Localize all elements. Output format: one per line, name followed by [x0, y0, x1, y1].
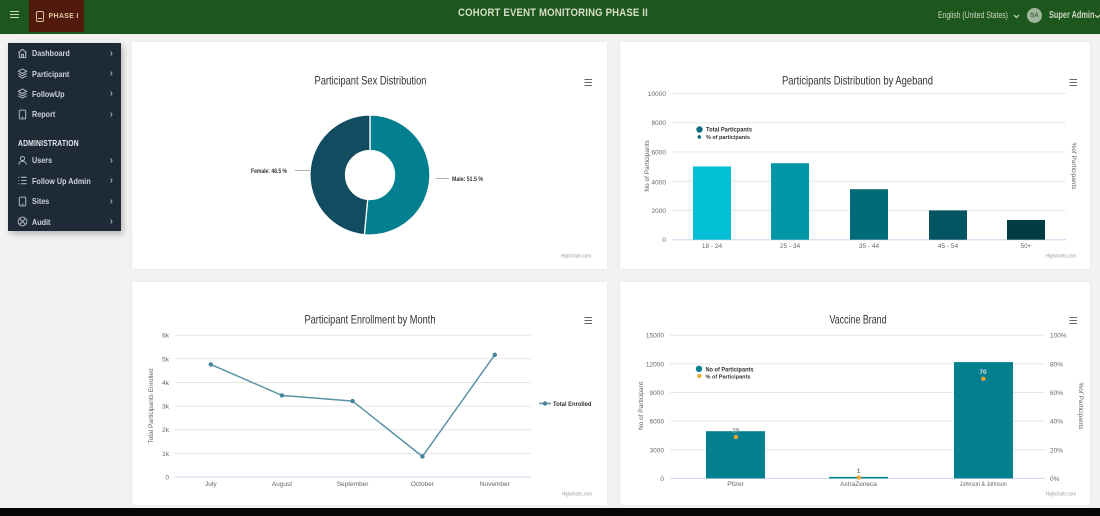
svg-text:3k: 3k: [162, 404, 170, 411]
svg-text:Female: 48.5 %: Female: 48.5 %: [251, 169, 288, 175]
svg-text:3000: 3000: [650, 447, 665, 454]
svg-text:2k: 2k: [162, 427, 170, 434]
svg-text:10000: 10000: [648, 91, 666, 98]
svg-text:6k: 6k: [162, 333, 170, 340]
svg-text:Participants Distribution by A: Participants Distribution by Ageband: [782, 74, 933, 88]
svg-text:Highcharts.com: Highcharts.com: [561, 254, 591, 260]
svg-text:% of Participants: % of Participants: [706, 374, 751, 380]
svg-text:35 - 44: 35 - 44: [859, 243, 880, 250]
svg-text:Johnson & Johnson: Johnson & Johnson: [960, 481, 1007, 488]
svg-text:4k: 4k: [162, 380, 170, 387]
svg-text:25 - 34: 25 - 34: [780, 243, 801, 250]
svg-text:80%: 80%: [1050, 361, 1063, 368]
svg-text:No of Participant: No of Participant: [638, 382, 645, 430]
svg-text:18 - 24: 18 - 24: [702, 243, 723, 250]
svg-text:60%: 60%: [1050, 390, 1063, 397]
svg-text:9000: 9000: [650, 390, 665, 397]
svg-text:100%: 100%: [1050, 333, 1067, 340]
svg-text:8000: 8000: [652, 120, 667, 127]
svg-text:Total Participants Enrolled: Total Participants Enrolled: [148, 368, 155, 444]
svg-text:Vaccine Brand: Vaccine Brand: [830, 313, 887, 327]
svg-text:No of Participants: No of Participants: [644, 140, 651, 192]
svg-text:AstraZeneca: AstraZeneca: [840, 481, 877, 488]
svg-text:November: November: [480, 481, 511, 488]
svg-text:5k: 5k: [162, 356, 170, 363]
svg-text:Pfizer: Pfizer: [727, 481, 744, 488]
svg-text:July: July: [205, 481, 217, 488]
svg-text:6000: 6000: [652, 149, 667, 156]
svg-text:Total Particpants: Total Particpants: [706, 128, 753, 134]
svg-text:29: 29: [732, 428, 740, 435]
svg-text:Total Enrolled: Total Enrolled: [553, 402, 592, 408]
svg-text:Highcharts.com: Highcharts.com: [1046, 492, 1076, 498]
svg-text:70: 70: [979, 369, 987, 376]
svg-text:40%: 40%: [1050, 419, 1063, 426]
svg-text:4000: 4000: [652, 179, 667, 186]
svg-text:Participant Sex Distribution: Participant Sex Distribution: [315, 74, 427, 88]
svg-text:6000: 6000: [650, 419, 665, 426]
svg-text:% of participants: % of participants: [706, 135, 750, 141]
svg-text:2000: 2000: [652, 208, 667, 215]
svg-text:Male: 51.5 %: Male: 51.5 %: [452, 177, 484, 183]
svg-text:Highcharts.com: Highcharts.com: [1046, 254, 1076, 260]
svg-text:Participant Enrollment by Mont: Participant Enrollment by Month: [305, 313, 436, 327]
svg-text:October: October: [411, 481, 435, 488]
svg-text:1k: 1k: [162, 451, 170, 458]
svg-text:Highcharts.com: Highcharts.com: [562, 492, 592, 498]
svg-text:1: 1: [857, 468, 861, 475]
svg-text:0: 0: [660, 476, 664, 483]
svg-text:0: 0: [662, 237, 666, 244]
svg-text:No of Participants: No of Participants: [706, 367, 755, 373]
svg-text:%of Participants: %of Participants: [1070, 143, 1077, 191]
svg-text:12000: 12000: [646, 361, 664, 368]
svg-text:20%: 20%: [1050, 447, 1063, 454]
svg-text:45 - 54: 45 - 54: [938, 243, 959, 250]
svg-text:50+: 50+: [1020, 243, 1031, 250]
svg-text:0%: 0%: [1050, 476, 1060, 483]
svg-text:15000: 15000: [646, 333, 664, 340]
svg-text:August: August: [272, 481, 292, 488]
svg-text:0: 0: [165, 475, 169, 482]
svg-text:September: September: [337, 481, 370, 488]
svg-text:%of Participants: %of Participants: [1077, 383, 1084, 431]
